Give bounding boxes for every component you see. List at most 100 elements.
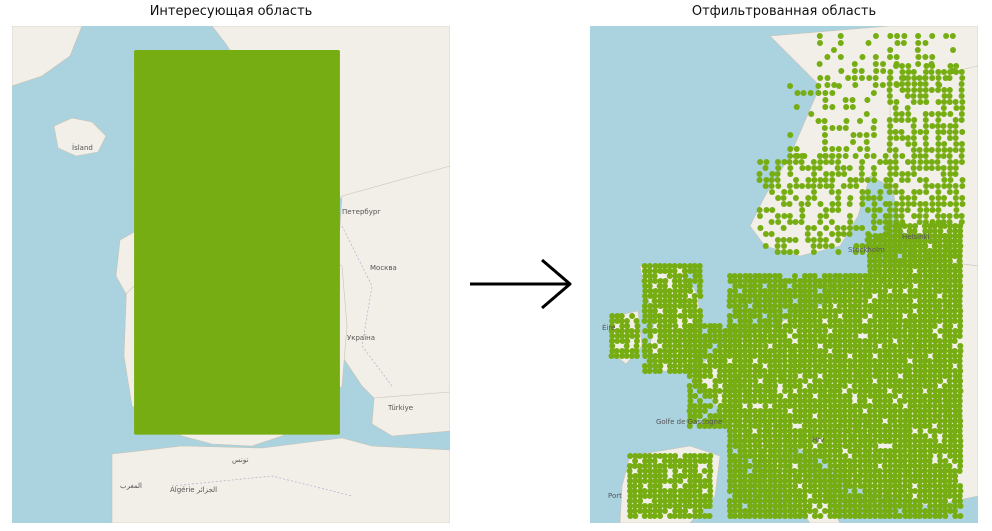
point bbox=[662, 278, 669, 284]
point bbox=[847, 219, 854, 225]
point bbox=[766, 303, 773, 309]
point bbox=[899, 135, 906, 141]
point bbox=[613, 353, 620, 359]
point bbox=[775, 219, 782, 225]
point bbox=[633, 343, 640, 349]
point bbox=[866, 383, 873, 389]
point bbox=[871, 225, 878, 231]
point bbox=[794, 90, 801, 96]
point bbox=[862, 348, 869, 354]
point bbox=[927, 493, 934, 499]
point bbox=[832, 413, 839, 419]
point bbox=[941, 253, 948, 259]
point bbox=[661, 353, 668, 359]
point bbox=[772, 318, 779, 324]
point bbox=[957, 223, 964, 229]
point bbox=[662, 358, 669, 364]
point bbox=[846, 323, 853, 329]
point bbox=[771, 358, 778, 364]
point bbox=[886, 228, 893, 234]
point bbox=[751, 323, 758, 329]
point bbox=[941, 418, 948, 424]
point bbox=[682, 368, 689, 374]
point bbox=[847, 177, 854, 183]
point bbox=[747, 358, 754, 364]
point bbox=[881, 323, 888, 329]
point bbox=[910, 201, 917, 207]
point bbox=[782, 408, 789, 414]
point bbox=[872, 263, 879, 269]
point bbox=[801, 498, 808, 504]
point bbox=[846, 225, 853, 231]
point bbox=[898, 117, 905, 123]
point bbox=[777, 398, 784, 404]
point bbox=[651, 318, 658, 324]
point bbox=[791, 318, 798, 324]
point bbox=[806, 353, 813, 359]
point bbox=[802, 373, 809, 379]
point bbox=[862, 313, 869, 319]
point bbox=[936, 258, 943, 264]
point bbox=[771, 348, 778, 354]
point bbox=[727, 513, 734, 519]
point bbox=[935, 165, 942, 171]
point bbox=[922, 463, 929, 469]
point bbox=[927, 398, 934, 404]
point bbox=[826, 393, 833, 399]
map-area-of-interest[interactable]: Ísland Петербург Москва Україна Türkiye … bbox=[12, 26, 450, 523]
label-gascogne: Golfe de Gascogne bbox=[656, 418, 723, 426]
point bbox=[956, 383, 963, 389]
point bbox=[917, 498, 924, 504]
point bbox=[796, 493, 803, 499]
point bbox=[691, 263, 698, 269]
point bbox=[697, 323, 704, 329]
point bbox=[613, 348, 620, 354]
point bbox=[737, 408, 744, 414]
point bbox=[906, 438, 913, 444]
point bbox=[731, 343, 738, 349]
point bbox=[886, 308, 893, 314]
point bbox=[877, 408, 884, 414]
point bbox=[736, 308, 743, 314]
point bbox=[951, 383, 958, 389]
point bbox=[887, 408, 894, 414]
point bbox=[863, 139, 870, 145]
point bbox=[787, 146, 794, 152]
point bbox=[931, 318, 938, 324]
point bbox=[841, 413, 848, 419]
point bbox=[912, 408, 919, 414]
point bbox=[906, 453, 913, 459]
point bbox=[837, 413, 844, 419]
point bbox=[886, 423, 893, 429]
point bbox=[801, 363, 808, 369]
point bbox=[686, 418, 693, 424]
point bbox=[771, 473, 778, 479]
point bbox=[876, 468, 883, 474]
point bbox=[931, 243, 938, 249]
point bbox=[692, 393, 699, 399]
point bbox=[781, 378, 788, 384]
point bbox=[726, 328, 733, 334]
point bbox=[742, 418, 749, 424]
point bbox=[852, 328, 859, 334]
point bbox=[802, 348, 809, 354]
point bbox=[736, 393, 743, 399]
point bbox=[877, 298, 884, 304]
point bbox=[896, 268, 903, 274]
point bbox=[836, 293, 843, 299]
point bbox=[637, 468, 644, 474]
point bbox=[776, 318, 783, 324]
point bbox=[681, 308, 688, 314]
point bbox=[676, 293, 683, 299]
point bbox=[652, 288, 659, 294]
map-filtered-area[interactable]: Helsinki Stockholm Éire Golfe de Gascogn… bbox=[590, 26, 978, 523]
point bbox=[726, 333, 733, 339]
point bbox=[912, 223, 919, 229]
point bbox=[892, 129, 899, 135]
point bbox=[841, 293, 848, 299]
point bbox=[947, 253, 954, 259]
point bbox=[851, 338, 858, 344]
point bbox=[872, 448, 879, 454]
point bbox=[835, 231, 842, 237]
point bbox=[641, 493, 648, 499]
